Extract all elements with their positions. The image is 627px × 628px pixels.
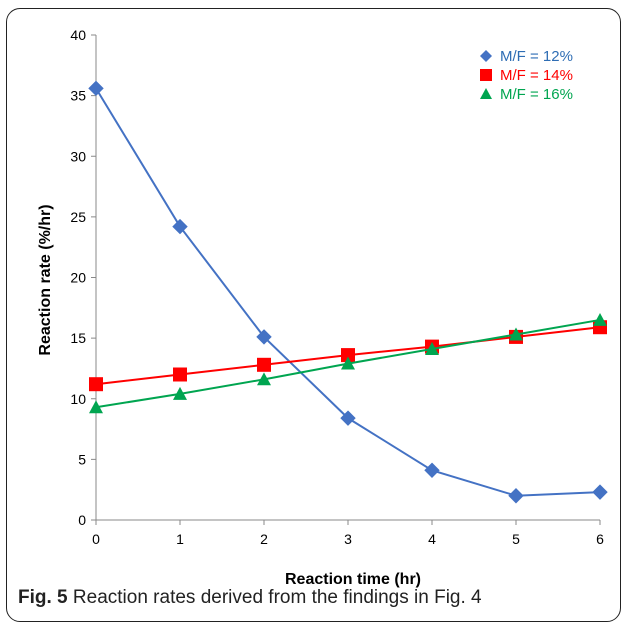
data-point-diamond [172, 218, 188, 235]
data-point-triangle [257, 372, 271, 386]
series-2 [89, 320, 607, 392]
x-tick-label: 0 [92, 531, 100, 547]
series-1 [88, 80, 608, 504]
y-tick-label: 10 [70, 391, 86, 407]
legend-marker [480, 88, 492, 99]
y-tick-label: 25 [70, 209, 86, 225]
data-point-triangle [173, 386, 187, 400]
data-point-triangle [341, 356, 355, 370]
series-line [95, 87, 601, 497]
series-layer [88, 80, 608, 504]
figure-frame [6, 8, 621, 622]
data-point-square [257, 357, 271, 372]
legend-marker [480, 50, 492, 62]
data-point-triangle [89, 400, 103, 414]
legend-label: M/F = 12% [500, 48, 573, 65]
data-point-triangle [509, 327, 523, 341]
y-tick-label: 15 [70, 330, 86, 346]
legend-label: M/F = 14% [500, 67, 573, 84]
x-tick-label: 4 [428, 531, 436, 547]
data-point-diamond [508, 488, 524, 504]
data-point-diamond [424, 462, 440, 478]
x-tick-label: 1 [176, 531, 184, 547]
data-point-diamond [256, 329, 272, 345]
x-tick-label: 3 [344, 531, 352, 547]
y-tick-label: 30 [70, 148, 86, 164]
figure-caption-text: Reaction rates derived from the findings… [67, 587, 482, 608]
legend: M/F = 12% M/F = 14% M/F = 16% [480, 48, 573, 103]
data-point-diamond [592, 484, 608, 500]
data-point-diamond [88, 80, 104, 97]
legend-label: M/F = 16% [500, 86, 573, 103]
data-point-triangle [593, 312, 607, 326]
series-3 [89, 312, 607, 414]
y-tick-label: 20 [70, 270, 86, 286]
axes: 0 5 10 15 20 25 30 35 40 0 1 2 3 4 5 6 [70, 27, 604, 547]
y-tick-label: 5 [78, 451, 86, 467]
y-tick-label: 40 [70, 27, 86, 43]
y-tick-label: 35 [70, 88, 86, 104]
figure-caption: Fig. 5 Reaction rates derived from the f… [18, 587, 482, 609]
data-point-square [341, 348, 355, 363]
x-tick-label: 2 [260, 531, 268, 547]
legend-marker [480, 69, 492, 81]
x-tick-label: 5 [512, 531, 520, 547]
legend-entry: M/F = 12% [480, 48, 573, 65]
legend-entry: M/F = 16% [480, 86, 573, 103]
data-point-square [173, 367, 187, 382]
data-point-square [89, 377, 103, 392]
data-point-diamond [340, 410, 356, 426]
x-axis-title: Reaction time (hr) [285, 571, 421, 588]
x-tick-label: 6 [596, 531, 604, 547]
data-point-triangle [425, 342, 439, 355]
y-axis-title: Reaction rate (%/hr) [37, 204, 54, 355]
legend-entry: M/F = 14% [480, 67, 573, 84]
y-tick-label: 0 [78, 512, 86, 528]
figure-label: Fig. 5 [18, 587, 68, 608]
